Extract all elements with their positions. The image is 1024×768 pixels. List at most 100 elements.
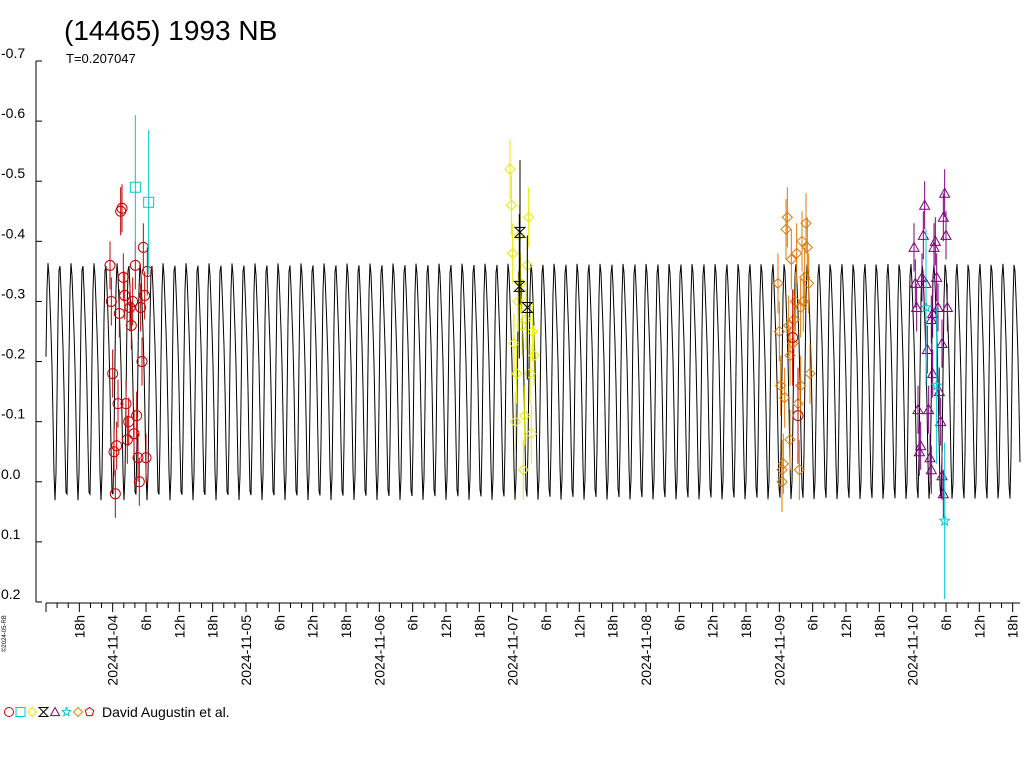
- x-tick-label: 18h: [738, 615, 754, 638]
- data-point-triangle: [909, 277, 922, 288]
- data-point-diamond: [776, 464, 788, 476]
- legend-symbol-triangle: [49, 706, 61, 717]
- data-point-diamond: [784, 433, 796, 446]
- x-tick-label: 12h: [171, 615, 187, 638]
- data-point-triangle: [918, 199, 931, 210]
- y-tick-label: 0.1: [1, 526, 21, 542]
- y-tick-label: -0.2: [1, 346, 25, 362]
- data-point-triangle: [914, 439, 927, 451]
- legend-symbol-diamond: [26, 706, 38, 718]
- legend-symbols: [4, 706, 95, 718]
- x-tick-label: 6h: [538, 615, 554, 631]
- data-point-circle: [112, 398, 124, 410]
- data-point-triangle: [908, 241, 920, 252]
- data-point-diamond: [778, 391, 791, 404]
- data-point-diamond: [794, 379, 807, 392]
- x-tick-label: 2024-11-06: [371, 615, 387, 686]
- legend-symbol-star: [60, 706, 73, 717]
- data-point-circle: [117, 271, 129, 283]
- data-point-triangle: [938, 187, 951, 198]
- data-point-triangle: [916, 271, 928, 282]
- data-point-circle: [121, 434, 133, 446]
- x-tick-label: 6h: [671, 615, 687, 631]
- x-tick-label: 12h: [838, 615, 854, 638]
- data-point-diamond: [804, 367, 816, 380]
- y-tick-label: -0.6: [1, 105, 25, 121]
- data-point-circle: [125, 319, 137, 331]
- x-tick-label: 18h: [338, 615, 354, 638]
- x-tick-label: 18h: [471, 615, 487, 638]
- x-tick-label: 18h: [205, 615, 221, 638]
- data-point-circle: [140, 452, 152, 464]
- data-point-diamond: [773, 325, 786, 338]
- data-point-star: [938, 514, 951, 526]
- data-point-diamond: [788, 313, 800, 326]
- data-point-triangle: [932, 301, 944, 312]
- data-point-circle: [116, 202, 128, 214]
- x-tick-label: 6h: [938, 615, 954, 631]
- data-point-triangle: [926, 367, 939, 379]
- data-point-hourglass: [513, 280, 526, 292]
- data-point-triangle: [934, 415, 947, 427]
- data-point-triangle: [940, 229, 952, 240]
- data-point-diamond: [797, 295, 810, 308]
- data-point-triangle: [937, 487, 950, 499]
- data-point-diamond: [520, 313, 532, 326]
- data-point-triangle: [925, 463, 938, 475]
- legend-symbol-circle: [4, 707, 14, 717]
- y-tick-label: 0.0: [1, 466, 21, 482]
- x-tick-label: 2024-11-09: [771, 615, 787, 686]
- data-point-circle: [132, 452, 144, 464]
- x-axis: 18h 2024-11-04 6h 12h 18h 2024-11-05 6h 12h 18h 2…: [45, 602, 1021, 686]
- data-point-circle: [124, 301, 136, 313]
- x-tick-label: 2024-11-04: [105, 615, 121, 686]
- x-tick-label: 6h: [405, 615, 421, 631]
- model-line: [45, 263, 1021, 501]
- y-tick-label: -0.7: [1, 45, 25, 61]
- data-point-circle: [141, 265, 153, 277]
- data-point-diamond: [793, 464, 806, 476]
- data-point-diamond: [790, 247, 803, 260]
- data-point-circle: [104, 259, 116, 271]
- data-point-circle: [136, 356, 148, 368]
- data-point-diamond: [528, 349, 540, 362]
- x-tick-label: 2024-11-07: [505, 615, 521, 686]
- data-point-triangle: [930, 271, 943, 282]
- data-point-circle: [105, 295, 117, 307]
- x-tick-label: 18h: [71, 615, 87, 638]
- data-point-hourglass: [521, 301, 534, 313]
- y-tick-label: -0.3: [1, 285, 25, 301]
- x-tick-label: 2024-11-10: [905, 615, 921, 686]
- legend: David Augustin et al.: [4, 704, 230, 720]
- data-point-diamond: [801, 241, 814, 254]
- data-point-diamond: [774, 379, 787, 392]
- data-point-square: [129, 181, 141, 193]
- legend-symbol-pentagon: [84, 706, 95, 717]
- data-point-diamond: [781, 211, 794, 223]
- data-point-circle: [135, 301, 147, 313]
- x-tick-label: 12h: [438, 615, 454, 638]
- data-point-diamond: [524, 367, 536, 380]
- y-tick-label: -0.4: [1, 225, 25, 241]
- data-point-diamond: [789, 295, 802, 308]
- x-tick-label: 2024-11-05: [238, 615, 254, 686]
- x-tick-label: 12h: [571, 615, 587, 638]
- data-point-circle: [111, 440, 123, 452]
- copyright-text: ©2024-05-RB: [1, 615, 8, 652]
- data-point-star: [930, 379, 943, 391]
- data-point-diamond: [785, 253, 798, 266]
- data-point-diamond: [506, 247, 519, 260]
- data-point-diamond: [794, 301, 807, 314]
- y-tick-label: -0.1: [1, 406, 25, 422]
- legend-symbol-hourglass: [37, 707, 50, 717]
- data-point-star: [919, 301, 933, 313]
- x-tick-label: 18h: [871, 615, 887, 638]
- data-point-diamond: [780, 223, 792, 236]
- data-point-diamond: [509, 415, 522, 428]
- data-point-diamond: [512, 295, 524, 308]
- data-point-diamond: [802, 277, 815, 290]
- data-point-hourglass: [513, 226, 527, 238]
- data-point-triangle: [936, 337, 948, 349]
- data-point-circle: [128, 428, 140, 440]
